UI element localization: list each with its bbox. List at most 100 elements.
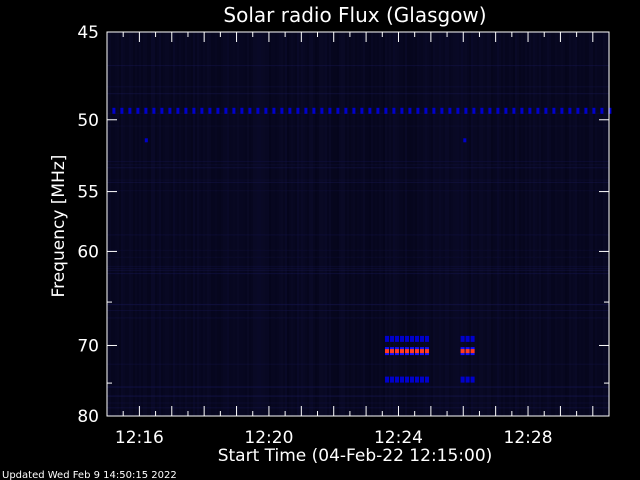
interference-dash bbox=[184, 107, 188, 114]
burst-band-segment bbox=[415, 335, 419, 342]
noise-column bbox=[223, 32, 225, 416]
interference-dash bbox=[488, 107, 492, 114]
burst-band-segment bbox=[390, 335, 394, 342]
noise-column bbox=[483, 32, 485, 416]
noise-column bbox=[135, 32, 137, 416]
stray-dot bbox=[463, 138, 467, 143]
noise-column bbox=[263, 32, 265, 416]
burst-core-segment bbox=[425, 349, 429, 354]
noise-column bbox=[203, 32, 205, 416]
noise-column bbox=[173, 32, 175, 416]
noise-column bbox=[515, 32, 517, 416]
noise-column bbox=[109, 32, 111, 416]
noise-column bbox=[149, 32, 151, 416]
noise-column bbox=[553, 32, 555, 416]
interference-dash bbox=[312, 107, 316, 114]
noise-row bbox=[107, 125, 609, 127]
noise-column bbox=[357, 32, 359, 416]
interference-dash bbox=[608, 107, 612, 114]
noise-column bbox=[397, 32, 399, 416]
noise-column bbox=[161, 32, 163, 416]
noise-column bbox=[243, 32, 245, 416]
interference-dash bbox=[496, 107, 500, 114]
burst-band-segment bbox=[420, 376, 424, 383]
noise-column bbox=[513, 32, 515, 416]
noise-column bbox=[339, 32, 341, 416]
noise-column bbox=[211, 32, 213, 416]
noise-column bbox=[385, 32, 387, 416]
noise-column bbox=[259, 32, 261, 416]
burst-band-segment bbox=[460, 376, 465, 383]
interference-dash bbox=[224, 107, 228, 114]
noise-column bbox=[563, 32, 565, 416]
noise-column bbox=[547, 32, 549, 416]
noise-column bbox=[413, 32, 415, 416]
burst-core-segment bbox=[465, 349, 470, 354]
noise-column bbox=[569, 32, 571, 416]
interference-dash bbox=[120, 107, 124, 114]
noise-column bbox=[427, 32, 429, 416]
noise-column bbox=[405, 32, 407, 416]
noise-column bbox=[521, 32, 523, 416]
interference-dash bbox=[456, 107, 460, 114]
noise-column bbox=[387, 32, 389, 416]
burst-core-segment bbox=[405, 349, 409, 354]
noise-column bbox=[321, 32, 323, 416]
noise-column bbox=[245, 32, 247, 416]
noise-column bbox=[315, 32, 317, 416]
noise-row bbox=[107, 190, 609, 192]
burst-band-segment bbox=[405, 335, 409, 342]
noise-column bbox=[391, 32, 393, 416]
noise-column bbox=[377, 32, 379, 416]
interference-dash bbox=[248, 107, 252, 114]
noise-column bbox=[329, 32, 331, 416]
interference-dash bbox=[288, 107, 292, 114]
burst-band-segment bbox=[465, 335, 470, 342]
noise-column bbox=[205, 32, 207, 416]
burst-band-segment bbox=[400, 335, 404, 342]
noise-column bbox=[153, 32, 155, 416]
noise-column bbox=[601, 32, 603, 416]
noise-column bbox=[219, 32, 221, 416]
noise-column bbox=[373, 32, 375, 416]
noise-column bbox=[557, 32, 559, 416]
noise-column bbox=[261, 32, 263, 416]
noise-row bbox=[107, 363, 609, 365]
noise-column bbox=[565, 32, 567, 416]
noise-column bbox=[571, 32, 573, 416]
noise-column bbox=[393, 32, 395, 416]
interference-dash bbox=[384, 107, 388, 114]
noise-texture bbox=[107, 32, 609, 416]
noise-column bbox=[151, 32, 153, 416]
tick-labels: 12:16 12:20 12:24 12:28 45 50 55 60 70 80 bbox=[77, 23, 552, 448]
noise-column bbox=[183, 32, 185, 416]
noise-column bbox=[575, 32, 577, 416]
noise-column bbox=[331, 32, 333, 416]
noise-column bbox=[345, 32, 347, 416]
noise-column bbox=[389, 32, 391, 416]
noise-column bbox=[353, 32, 355, 416]
noise-row bbox=[107, 249, 609, 251]
noise-column bbox=[199, 32, 201, 416]
interference-dash bbox=[232, 107, 236, 114]
noise-column bbox=[121, 32, 123, 416]
noise-column bbox=[139, 32, 141, 416]
interference-dash bbox=[256, 107, 260, 114]
noise-column bbox=[511, 32, 513, 416]
noise-column bbox=[163, 32, 165, 416]
noise-column bbox=[603, 32, 605, 416]
noise-column bbox=[217, 32, 219, 416]
noise-column bbox=[471, 32, 473, 416]
noise-column bbox=[401, 32, 403, 416]
x-tick-label: 12:24 bbox=[374, 428, 423, 448]
interference-dash bbox=[440, 107, 444, 114]
noise-column bbox=[531, 32, 533, 416]
interference-dash bbox=[160, 107, 164, 114]
noise-column bbox=[187, 32, 189, 416]
noise-column bbox=[403, 32, 405, 416]
noise-column bbox=[607, 32, 609, 416]
interference-dash bbox=[448, 107, 452, 114]
burst-band-segment bbox=[385, 335, 389, 342]
interference-dash bbox=[336, 107, 340, 114]
interference-dash bbox=[464, 107, 468, 114]
